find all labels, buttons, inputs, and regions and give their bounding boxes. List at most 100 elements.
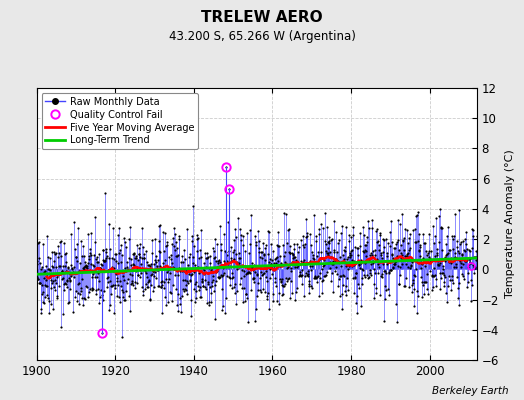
Point	[288, 290, 297, 296]
Point	[189, 254, 197, 260]
Point	[58, 310, 67, 317]
Point	[137, 266, 146, 272]
Point	[104, 267, 113, 273]
Point	[63, 276, 71, 283]
Point	[301, 234, 310, 240]
Point	[398, 210, 407, 217]
Point	[135, 241, 144, 247]
Point	[255, 245, 263, 251]
Point	[416, 242, 424, 248]
Point	[340, 247, 348, 253]
Point	[259, 240, 267, 246]
Point	[407, 262, 415, 269]
Point	[102, 245, 110, 252]
Point	[49, 306, 57, 312]
Point	[135, 251, 144, 257]
Point	[445, 246, 454, 253]
Point	[373, 226, 381, 232]
Point	[380, 318, 388, 324]
Point	[351, 275, 359, 281]
Point	[346, 252, 355, 258]
Point	[47, 300, 56, 307]
Point	[152, 253, 160, 259]
Point	[116, 242, 125, 249]
Point	[128, 280, 137, 286]
Point	[401, 275, 410, 281]
Point	[71, 270, 79, 277]
Point	[289, 250, 297, 257]
Point	[362, 242, 370, 249]
Point	[134, 245, 143, 252]
Point	[410, 272, 418, 278]
Point	[74, 267, 83, 274]
Point	[398, 260, 407, 267]
Point	[374, 270, 382, 276]
Point	[63, 300, 72, 306]
Point	[297, 258, 305, 264]
Point	[40, 269, 48, 276]
Point	[137, 270, 145, 276]
Point	[439, 266, 447, 272]
Point	[421, 263, 430, 270]
Point	[168, 240, 176, 247]
Point	[300, 244, 309, 251]
Point	[351, 244, 359, 250]
Point	[153, 265, 161, 271]
Point	[241, 248, 249, 254]
Point	[395, 247, 403, 254]
Point	[328, 236, 336, 242]
Point	[48, 280, 56, 286]
Point	[79, 302, 88, 308]
Point	[204, 254, 212, 260]
Point	[458, 251, 466, 258]
Point	[123, 280, 132, 286]
Point	[86, 249, 95, 256]
Point	[276, 253, 285, 259]
Point	[458, 237, 467, 244]
Point	[174, 272, 182, 278]
Point	[82, 264, 90, 270]
Point	[467, 276, 475, 283]
Point	[35, 280, 43, 286]
Point	[230, 247, 238, 253]
Point	[339, 252, 347, 259]
Point	[417, 264, 425, 271]
Point	[234, 262, 242, 268]
Point	[208, 264, 216, 271]
Point	[189, 260, 197, 266]
Point	[203, 279, 212, 285]
Point	[422, 256, 431, 263]
Point	[276, 276, 284, 282]
Point	[334, 240, 342, 246]
Point	[442, 251, 450, 258]
Point	[146, 262, 154, 269]
Point	[147, 237, 156, 244]
Point	[79, 265, 87, 271]
Point	[313, 279, 321, 286]
Point	[139, 288, 147, 294]
Point	[72, 241, 81, 247]
Point	[440, 283, 449, 290]
Point	[441, 253, 450, 260]
Point	[264, 290, 272, 296]
Point	[249, 275, 258, 282]
Point	[39, 299, 47, 306]
Point	[91, 239, 99, 246]
Point	[81, 263, 90, 270]
Point	[402, 253, 411, 259]
Point	[121, 238, 129, 245]
Point	[43, 254, 52, 260]
Point	[183, 226, 192, 232]
Point	[214, 274, 223, 280]
Point	[283, 227, 292, 233]
Point	[211, 282, 220, 288]
Point	[210, 248, 218, 254]
Point	[338, 291, 346, 297]
Point	[236, 280, 244, 287]
Point	[470, 254, 478, 260]
Point	[134, 272, 143, 278]
Point	[272, 255, 281, 261]
Point	[359, 224, 367, 230]
Point	[399, 255, 407, 262]
Point	[169, 235, 177, 241]
